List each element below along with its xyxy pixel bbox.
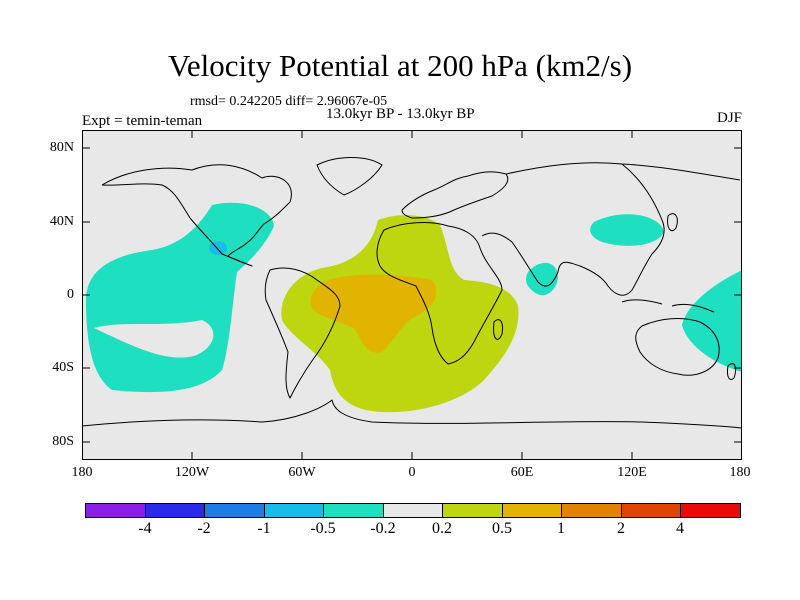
colorbar-label: 0.2 bbox=[432, 520, 452, 537]
colorbar-label: -2 bbox=[197, 520, 211, 537]
season-label: DJF bbox=[716, 110, 742, 126]
colorbar-box-10 bbox=[681, 504, 741, 517]
colorbar-box-9 bbox=[621, 504, 682, 517]
colorbar-box-3 bbox=[264, 504, 325, 517]
coast-australia bbox=[635, 318, 720, 376]
x-tick-120w: 120W bbox=[174, 465, 210, 480]
contour-negative-india bbox=[526, 262, 558, 296]
coast-new-zealand bbox=[727, 363, 737, 380]
colorbar-label: -1 bbox=[257, 520, 271, 537]
coast-south-america bbox=[264, 267, 341, 399]
colorbar-label: -4 bbox=[138, 520, 152, 537]
colorbar-box-1 bbox=[145, 504, 206, 517]
colorbar-label: 0.5 bbox=[492, 520, 512, 537]
period-subtitle: 13.0kyr BP - 13.0kyr BP bbox=[326, 106, 475, 122]
x-tick-60e: 60E bbox=[510, 465, 534, 480]
contour-hole-east-pacific bbox=[94, 320, 214, 358]
x-tick-180e: 180 bbox=[729, 465, 751, 480]
colorbar-box-5 bbox=[383, 504, 444, 517]
velocity-potential-map bbox=[82, 130, 742, 460]
coast-north-america bbox=[101, 164, 292, 267]
coast-antarctica bbox=[82, 399, 742, 429]
colorbar-label: 4 bbox=[676, 520, 684, 537]
stats-subtitle: rmsd= 0.242205 diff= 2.96067e-05 bbox=[190, 94, 388, 109]
experiment-label: Expt = temin-teman bbox=[82, 113, 203, 129]
coast-japan bbox=[667, 213, 678, 232]
colorbar-box-0 bbox=[86, 504, 146, 517]
y-tick-40s: 40S bbox=[52, 360, 74, 375]
x-tick-120e: 120E bbox=[617, 465, 647, 480]
y-tick-80s: 80S bbox=[52, 434, 74, 449]
coast-asia bbox=[481, 162, 741, 296]
colorbar-label: -0.2 bbox=[370, 520, 396, 537]
colorbar-box-2 bbox=[205, 504, 265, 517]
colorbar-label: 2 bbox=[617, 520, 625, 537]
x-tick-180w: 180 bbox=[71, 465, 93, 480]
colorbar-box-4 bbox=[324, 504, 384, 517]
coast-greenland bbox=[316, 157, 383, 196]
colorbar-label: -0.5 bbox=[310, 520, 336, 537]
coast-europe bbox=[401, 171, 509, 219]
chart-title: Velocity Potential at 200 hPa (km2/s) bbox=[167, 48, 633, 83]
contour-negative-mexico bbox=[209, 241, 227, 255]
contour-positive-south-america-core bbox=[310, 274, 437, 353]
x-tick-60w: 60W bbox=[288, 465, 316, 480]
coast-africa bbox=[376, 222, 503, 365]
contour-negative-west-pacific bbox=[682, 270, 742, 372]
colorbar-label: 1 bbox=[557, 520, 565, 537]
coast-madagascar bbox=[493, 319, 503, 340]
contour-negative-east-asia bbox=[590, 214, 664, 246]
colorbar-box-8 bbox=[562, 504, 622, 517]
colorbar-box-7 bbox=[502, 504, 563, 517]
colorbar-box-6 bbox=[443, 504, 503, 517]
y-tick-0: 0 bbox=[67, 287, 74, 302]
y-tick-40n: 40N bbox=[49, 214, 74, 229]
y-tick-80n: 80N bbox=[49, 140, 74, 155]
coastlines bbox=[82, 157, 742, 429]
x-tick-0: 0 bbox=[408, 465, 416, 480]
tick-marks bbox=[82, 130, 742, 460]
colorbar bbox=[85, 503, 741, 518]
coast-indonesia bbox=[621, 299, 715, 313]
